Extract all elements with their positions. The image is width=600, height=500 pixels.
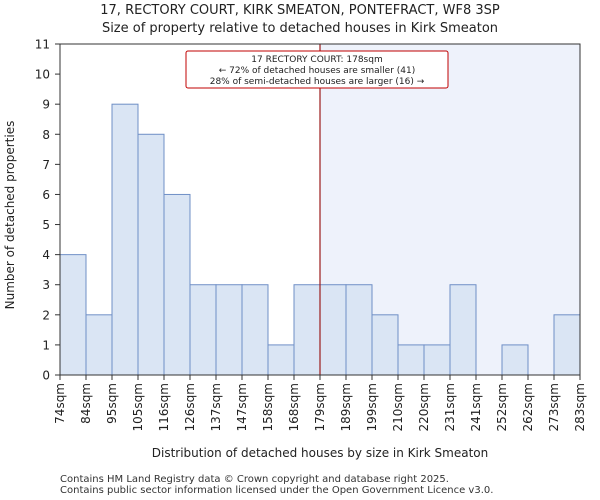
annotation-line-1: 17 RECTORY COURT: 178sqm xyxy=(251,55,382,65)
bar-105sqm xyxy=(137,133,165,376)
x-axis-label: Distribution of detached houses by size … xyxy=(152,446,489,460)
x-tick-label-273sqm: 273sqm xyxy=(547,383,561,431)
bar-189sqm xyxy=(345,284,373,376)
footer-licence: Contains public sector information licen… xyxy=(60,485,494,496)
y-tick-label-5: 5 xyxy=(42,218,50,232)
footer-copyright: Contains HM Land Registry data © Crown c… xyxy=(60,474,449,485)
y-tick-label-4: 4 xyxy=(42,248,50,262)
y-tick-label-8: 8 xyxy=(42,128,50,142)
x-tick-label-116sqm: 116sqm xyxy=(157,383,171,431)
y-tick-label-9: 9 xyxy=(42,98,50,112)
y-tick-label-6: 6 xyxy=(42,188,50,202)
annotation-line-3: 28% of semi-detached houses are larger (… xyxy=(210,77,425,87)
x-tick-label-105sqm: 105sqm xyxy=(131,383,145,431)
y-tick-label-0: 0 xyxy=(42,369,50,383)
x-tick-label-231sqm: 231sqm xyxy=(443,383,457,431)
x-tick-label-168sqm: 168sqm xyxy=(287,383,301,431)
x-tick-label-74sqm: 74sqm xyxy=(53,383,67,424)
annotation-line-2: ← 72% of detached houses are smaller (41… xyxy=(219,66,416,76)
x-tick-label-126sqm: 126sqm xyxy=(183,383,197,431)
bar-74sqm xyxy=(59,254,87,376)
x-tick-label-95sqm: 95sqm xyxy=(105,383,119,424)
y-tick-label-2: 2 xyxy=(42,308,50,322)
x-tick-label-84sqm: 84sqm xyxy=(79,383,93,424)
bar-273sqm xyxy=(553,314,581,376)
y-axis-label: Number of detached properties xyxy=(3,121,17,310)
bar-147sqm xyxy=(241,284,269,376)
bar-168sqm xyxy=(293,284,321,376)
bar-210sqm xyxy=(397,344,425,376)
chart-title-address: 17, RECTORY COURT, KIRK SMEATON, PONTEFR… xyxy=(100,3,500,18)
x-tick-label-283sqm: 283sqm xyxy=(573,383,587,431)
x-tick-label-241sqm: 241sqm xyxy=(469,383,483,431)
x-axis: 74sqm 84sqm 95sqm 105sqm 116sqm 126sqm 137sqm 1… xyxy=(53,375,587,431)
y-tick-label-1: 1 xyxy=(42,338,50,352)
y-tick-label-7: 7 xyxy=(42,158,50,172)
bar-137sqm xyxy=(215,284,243,376)
chart-subtitle: Size of property relative to detached ho… xyxy=(101,21,499,36)
x-tick-label-147sqm: 147sqm xyxy=(235,383,249,431)
x-tick-label-179sqm: 179sqm xyxy=(313,383,327,431)
x-tick-label-158sqm: 158sqm xyxy=(261,383,275,431)
annotation-box: 17 RECTORY COURT: 178sqm ← 72% of detach… xyxy=(185,50,449,89)
x-tick-label-189sqm: 189sqm xyxy=(339,383,353,431)
bars-group xyxy=(59,103,581,376)
bar-199sqm xyxy=(371,314,399,376)
x-tick-label-252sqm: 252sqm xyxy=(495,383,509,431)
y-tick-label-3: 3 xyxy=(42,278,50,292)
x-tick-label-262sqm: 262sqm xyxy=(521,383,535,431)
x-tick-label-137sqm: 137sqm xyxy=(209,383,223,431)
y-axis: 0 1 2 3 4 5 6 7 8 9 10 11 xyxy=(35,38,60,383)
y-tick-label-10: 10 xyxy=(35,68,50,82)
y-tick-label-11: 11 xyxy=(35,38,50,52)
bar-84sqm xyxy=(85,314,113,376)
bar-231sqm xyxy=(449,284,477,376)
x-tick-label-220sqm: 220sqm xyxy=(417,383,431,431)
x-tick-label-210sqm: 210sqm xyxy=(391,383,405,431)
bar-252sqm xyxy=(501,344,529,376)
bar-95sqm xyxy=(111,103,139,376)
bar-126sqm xyxy=(189,284,217,376)
x-tick-label-199sqm: 199sqm xyxy=(365,383,379,431)
annotation-border xyxy=(185,50,449,89)
bar-220sqm xyxy=(423,344,451,376)
bar-179sqm xyxy=(319,284,347,376)
bar-116sqm xyxy=(163,193,191,376)
bar-158sqm xyxy=(267,344,295,376)
